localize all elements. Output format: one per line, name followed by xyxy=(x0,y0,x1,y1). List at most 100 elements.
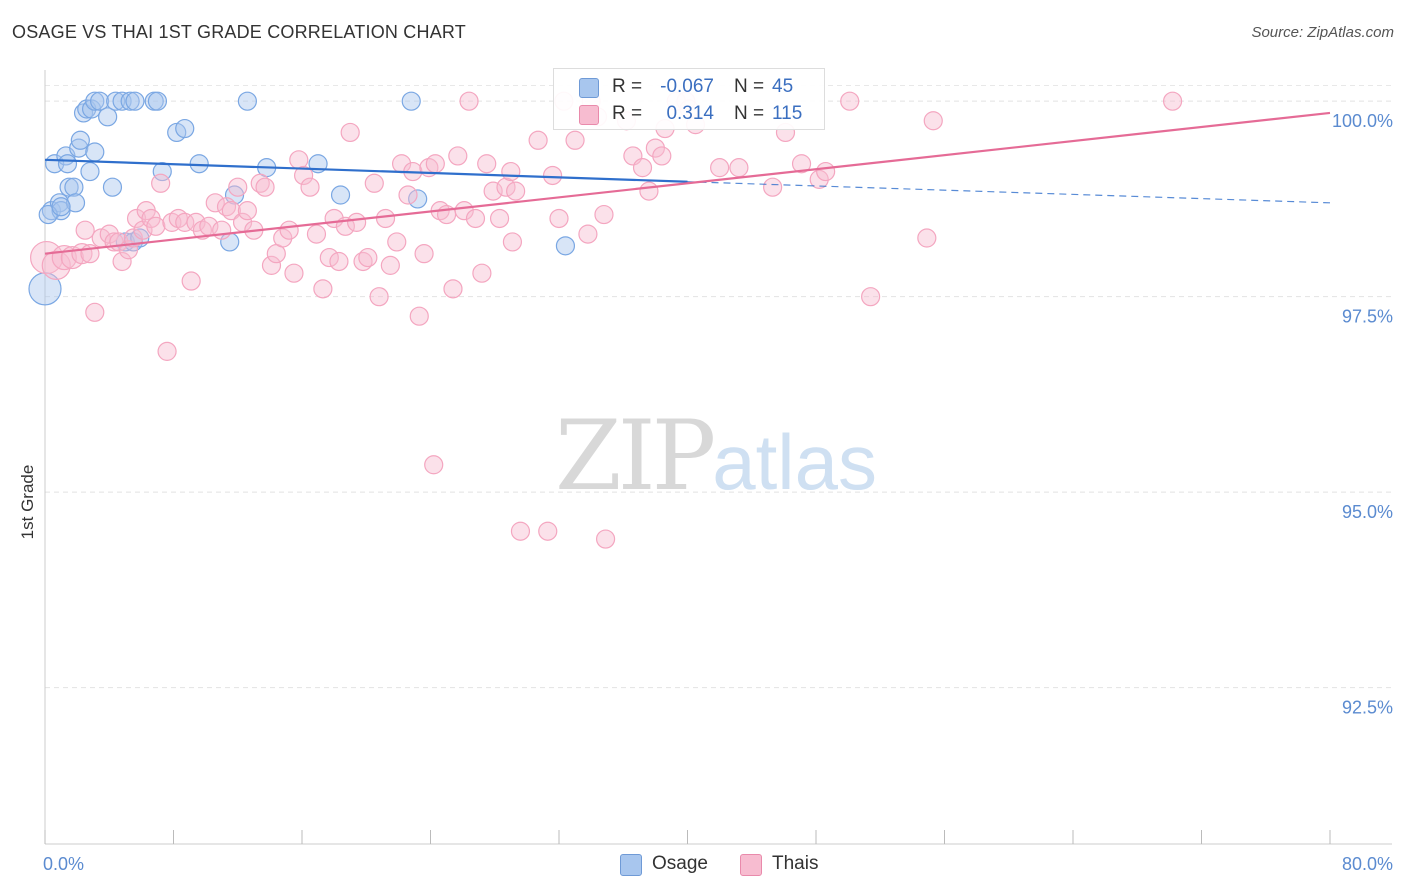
thais-point xyxy=(549,208,569,229)
osage-point xyxy=(57,154,78,174)
y-axis-label-text: 1st Grade xyxy=(18,464,37,540)
thais-point xyxy=(459,91,479,111)
r-label: R = xyxy=(612,103,643,124)
thais-point xyxy=(425,154,445,174)
watermark-atlas: atlas xyxy=(712,418,877,506)
osage-point xyxy=(175,118,195,139)
thais-point xyxy=(151,173,171,193)
osage-point xyxy=(80,161,100,182)
x-tick-label: 80.0% xyxy=(1342,854,1393,874)
thais-point xyxy=(816,161,836,182)
thais-point xyxy=(477,154,497,174)
osage-point xyxy=(64,177,84,197)
thais-point xyxy=(510,521,531,541)
thais-point xyxy=(414,244,434,264)
series-legend: Osage Thais xyxy=(0,852,1406,878)
thais-point xyxy=(146,216,166,236)
osage-point xyxy=(330,185,351,205)
thais-point xyxy=(237,201,257,221)
osage-point xyxy=(69,138,89,158)
thais-point xyxy=(791,154,812,174)
thais-point xyxy=(380,255,400,275)
data-points xyxy=(28,91,1183,549)
osage-point xyxy=(237,91,257,111)
thais-swatch xyxy=(579,105,599,125)
thais-point xyxy=(639,181,659,201)
y-tick-label: 97.5% xyxy=(1342,307,1393,327)
thais-point xyxy=(502,232,523,252)
thais-trend-line xyxy=(44,111,1331,255)
thais-legend-swatch xyxy=(740,854,762,876)
y-tick-label: 100.0% xyxy=(1332,111,1393,131)
thais-point xyxy=(652,146,672,166)
y-tick-label: 95.0% xyxy=(1342,502,1393,522)
thais-point xyxy=(917,228,937,248)
thais-point xyxy=(542,165,563,186)
thais-point xyxy=(489,208,510,229)
osage-point xyxy=(51,197,71,217)
legend-label: Thais xyxy=(772,853,819,874)
thais-point xyxy=(157,341,177,361)
osage-point xyxy=(555,236,576,256)
thais-point xyxy=(205,193,225,213)
osage-point xyxy=(125,91,145,111)
n-value: 45 xyxy=(772,76,794,97)
stats-legend: R = -0.067 N = 45 R = 0.314 N = 115 xyxy=(553,68,825,130)
thais-point xyxy=(861,287,881,307)
thais-point xyxy=(319,247,339,268)
osage-point xyxy=(189,154,209,174)
thais-point xyxy=(313,279,333,299)
n-label: N = xyxy=(734,76,765,97)
osage-legend-swatch xyxy=(620,854,642,876)
osage-point xyxy=(408,189,428,209)
watermark-zip: ZIP xyxy=(555,400,716,512)
osage-point xyxy=(147,91,168,111)
x-tick-label: 0.0% xyxy=(43,854,84,874)
osage-trend-line xyxy=(44,158,688,183)
y-tick-label: 92.5% xyxy=(1342,698,1393,718)
thais-point xyxy=(501,161,521,182)
source-credit: Source: ZipAtlas.com xyxy=(1251,24,1394,41)
thais-point xyxy=(340,122,360,143)
n-value: 115 xyxy=(772,103,803,124)
thais-point xyxy=(255,177,275,197)
thais-point xyxy=(369,287,389,307)
thais-point xyxy=(375,208,396,229)
thais-point xyxy=(186,212,206,232)
thais-point xyxy=(398,185,418,205)
r-value: 0.314 xyxy=(666,103,714,124)
thais-point xyxy=(228,177,248,197)
thais-point xyxy=(212,220,232,240)
osage-point xyxy=(106,91,126,111)
chart-title: OSAGE VS THAI 1ST GRADE CORRELATION CHAR… xyxy=(12,22,466,42)
osage-point xyxy=(70,130,90,150)
osage-point xyxy=(401,91,421,111)
osage-point xyxy=(85,91,105,111)
thais-point xyxy=(387,232,407,252)
thais-point xyxy=(424,455,444,475)
legend-row-thais: R = 0.314 N = 115 xyxy=(554,100,824,128)
osage-point xyxy=(98,107,118,127)
thais-point xyxy=(528,130,548,150)
osage-trend-extension xyxy=(687,181,1331,204)
trend-lines xyxy=(44,111,1331,255)
legend-row-osage: R = -0.067 N = 45 xyxy=(554,73,824,101)
thais-point xyxy=(358,247,378,268)
thais-point xyxy=(632,158,653,178)
r-label: R = xyxy=(612,76,643,97)
thais-point xyxy=(347,212,367,232)
thais-point xyxy=(1162,91,1183,111)
thais-point xyxy=(595,529,616,549)
thais-point xyxy=(763,177,783,197)
osage-point xyxy=(102,177,123,197)
thais-point xyxy=(809,169,829,189)
thais-point xyxy=(506,181,526,201)
thais-point xyxy=(181,271,201,291)
thais-point xyxy=(565,130,585,150)
thais-point xyxy=(578,224,598,244)
thais-point xyxy=(306,224,327,244)
thais-point xyxy=(273,228,293,248)
thais-point xyxy=(645,138,665,158)
tick-labels: 92.5% 95.0% 97.5% 100.0% 0.0% 80.0% xyxy=(43,111,1393,874)
